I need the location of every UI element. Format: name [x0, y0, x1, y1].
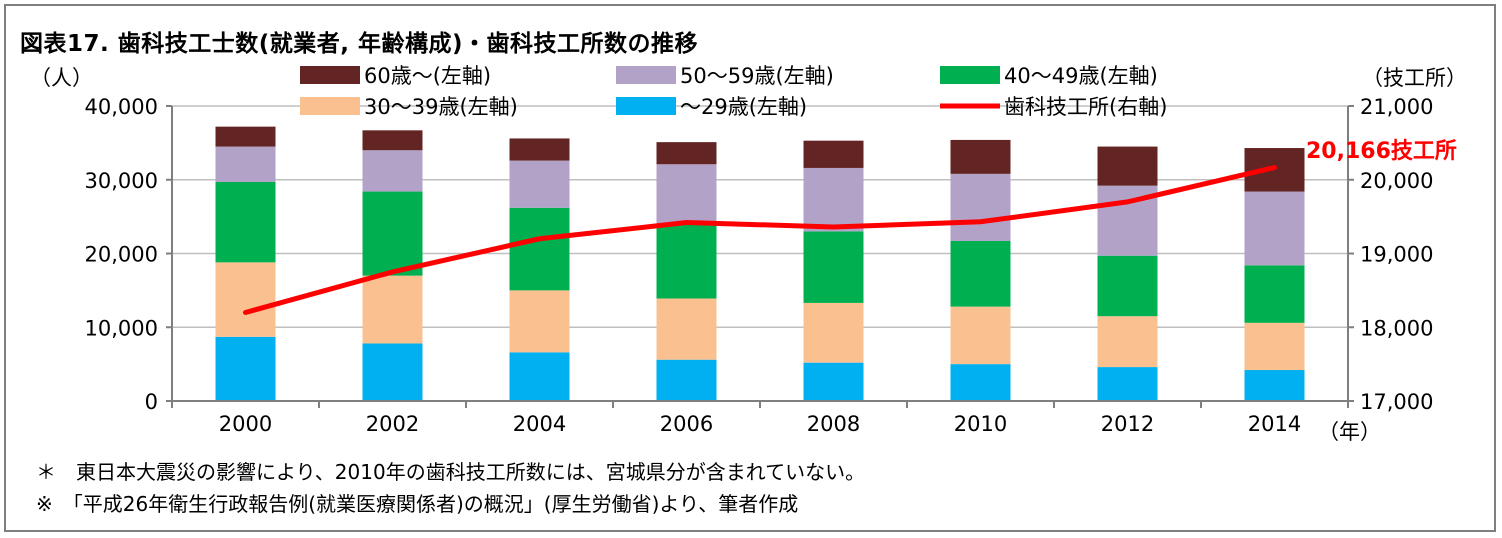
bar-segment-2012-s4	[1097, 146, 1158, 186]
right-axis-unit: （技工所）	[1362, 66, 1467, 90]
legend-swatch	[616, 97, 676, 115]
bar-segment-2006-s1	[656, 298, 717, 360]
x-tick-label-2000: 2000	[219, 412, 272, 436]
left-tick-label: 0	[145, 390, 158, 414]
bar-segment-2008-s4	[803, 140, 864, 168]
bar-segment-2006-s4	[656, 142, 717, 165]
legend-swatch	[940, 66, 1000, 84]
legend-label: 40～49歳(左軸)	[1004, 64, 1158, 88]
bar-segment-2014-s1	[1244, 322, 1305, 371]
bar-segment-2008-s0	[803, 362, 864, 401]
bar-segment-2004-s3	[509, 160, 570, 208]
bar-segment-2010-s2	[950, 240, 1011, 307]
bar-segment-2000-s2	[215, 181, 276, 263]
legend-swatch	[616, 66, 676, 84]
bar-segment-2010-s1	[950, 306, 1011, 365]
bar-segment-2006-s3	[656, 164, 717, 225]
line-point-2004	[538, 237, 541, 241]
bar-segment-2008-s2	[803, 231, 864, 303]
legend-swatch	[300, 66, 360, 84]
line-point-2006	[685, 221, 688, 225]
bar-segment-2012-s1	[1097, 316, 1158, 368]
x-tick-label-2010: 2010	[954, 412, 1007, 436]
line-point-2002	[391, 270, 394, 274]
legend-swatch	[300, 97, 360, 115]
left-axis-unit: （人）	[30, 66, 93, 90]
bar-segment-2014-s3	[1244, 191, 1305, 266]
right-tick-label: 18,000	[1360, 316, 1433, 340]
right-tick-label: 19,000	[1360, 243, 1433, 267]
line-point-2014	[1273, 166, 1276, 170]
x-tick-label-2014: 2014	[1248, 412, 1301, 436]
legend-label: 歯科技工所(右軸)	[1004, 95, 1167, 119]
bar-segment-2000-s1	[215, 262, 276, 337]
line-point-2012	[1126, 200, 1129, 204]
bar-segment-2000-s0	[215, 336, 276, 401]
chart-title: 図表17. 歯科技工士数(就業者, 年齢構成)・歯科技工所数の推移	[20, 31, 699, 57]
bar-segment-2002-s2	[362, 191, 423, 276]
bar-segment-2000-s3	[215, 146, 276, 182]
bar-segment-2010-s3	[950, 173, 1011, 241]
footnote-1: ＊ 東日本大震災の影響により、2010年の歯科技工所数には、宮城県分が含まれてい…	[36, 460, 866, 484]
bar-segment-2000-s4	[215, 126, 276, 147]
bar-segment-2014-s0	[1244, 370, 1305, 401]
footnote-2: ※ 「平成26年衛生行政報告例(就業医療関係者)の概況」(厚生労働省)より、筆者…	[36, 492, 799, 516]
bar-segment-2006-s2	[656, 224, 717, 299]
x-tick-label-2012: 2012	[1101, 412, 1154, 436]
bar-segment-2004-s0	[509, 352, 570, 401]
bar-segment-2006-s0	[656, 359, 717, 401]
x-axis-unit: （年）	[1318, 420, 1381, 444]
left-tick-label: 20,000	[85, 243, 158, 267]
bar-segment-2012-s0	[1097, 367, 1158, 401]
bar-segment-2010-s0	[950, 364, 1011, 401]
line-point-2000	[244, 311, 247, 314]
legend-label: 60歳～(左軸)	[364, 64, 491, 88]
line-series-dental-labs	[243, 165, 1277, 315]
x-tick-label-2008: 2008	[807, 412, 860, 436]
bar-segment-2004-s1	[509, 290, 570, 353]
bar-segment-2002-s1	[362, 275, 423, 344]
bar-segment-2010-s4	[950, 139, 1011, 174]
left-tick-label: 10,000	[85, 316, 158, 340]
bar-segment-2004-s2	[509, 207, 570, 291]
left-tick-label: 40,000	[85, 95, 158, 119]
legend-label: 50～59歳(左軸)	[680, 64, 834, 88]
bar-segment-2002-s0	[362, 343, 423, 401]
bar-segment-2002-s3	[362, 150, 423, 192]
right-tick-label: 21,000	[1360, 95, 1433, 119]
x-tick-label-2004: 2004	[513, 412, 566, 436]
bar-segment-2008-s3	[803, 167, 864, 232]
annotation-label: 20,166技工所	[1306, 139, 1457, 164]
line-point-2008	[832, 225, 835, 229]
legend-label: ～29歳(左軸)	[680, 95, 807, 119]
bar-segment-2002-s4	[362, 130, 423, 151]
legend-label: 30～39歳(左軸)	[364, 95, 518, 119]
bar-segment-2014-s2	[1244, 265, 1305, 323]
x-tick-label-2002: 2002	[366, 412, 419, 436]
bar-segment-2008-s1	[803, 302, 864, 363]
bar-segment-2012-s2	[1097, 255, 1158, 317]
line-point-2010	[979, 220, 982, 224]
x-tick-label-2006: 2006	[660, 412, 713, 436]
right-tick-label: 20,000	[1360, 169, 1433, 193]
bar-segment-2004-s4	[509, 138, 570, 161]
right-tick-label: 17,000	[1360, 390, 1433, 414]
left-tick-label: 30,000	[85, 169, 158, 193]
